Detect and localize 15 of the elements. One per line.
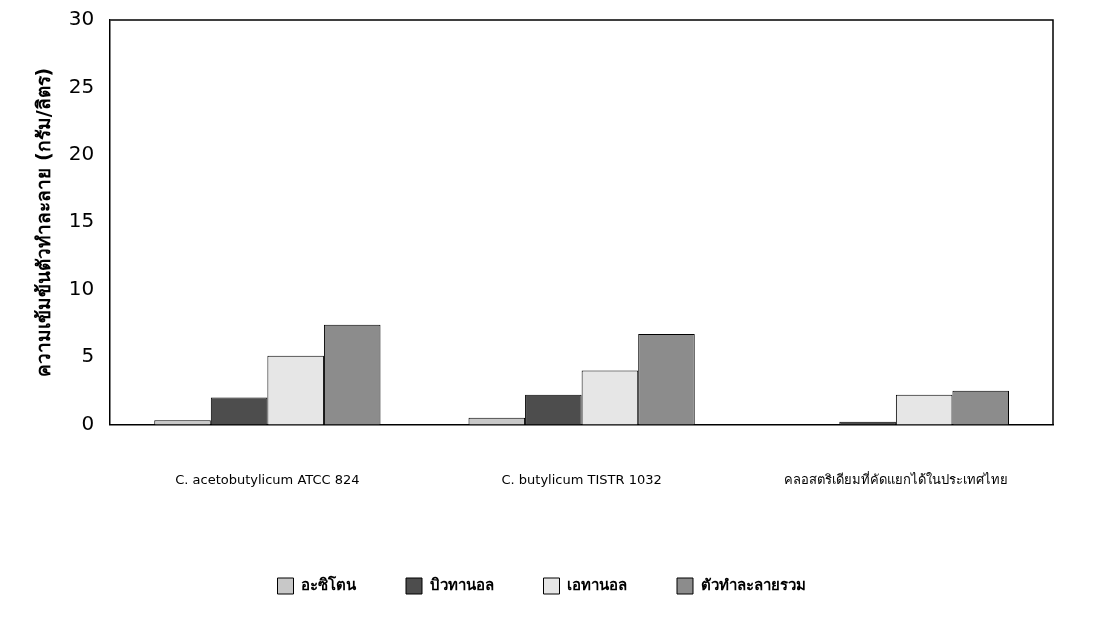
legend-label: เอทานอล [567,575,627,594]
y-tick-label: 5 [81,343,95,368]
y-tick-label: 15 [68,208,95,233]
legend-label: บิวทานอล [429,575,494,594]
x-tick-label: C. acetobutylicum ATCC 824 [175,471,360,487]
y-axis-title: ความเข้มข้นตัวทำละลาย (กรัม/ลิตร) [32,67,55,377]
y-tick-label: 30 [68,6,95,31]
x-tick-label: คลอสตริเดียมที่คัดแยกได้ในประเทศไทย [783,470,1008,487]
y-tick-label: 25 [68,73,95,98]
legend-label: ตัวทำละลายรวม [700,575,806,594]
y-tick-label: 20 [68,141,95,165]
y-tick-label: 0 [81,410,95,435]
legend-label: อะซิโตน [301,574,357,594]
y-tick-label: 10 [68,275,95,300]
x-tick-label: C. butylicum TISTR 1032 [501,471,662,487]
